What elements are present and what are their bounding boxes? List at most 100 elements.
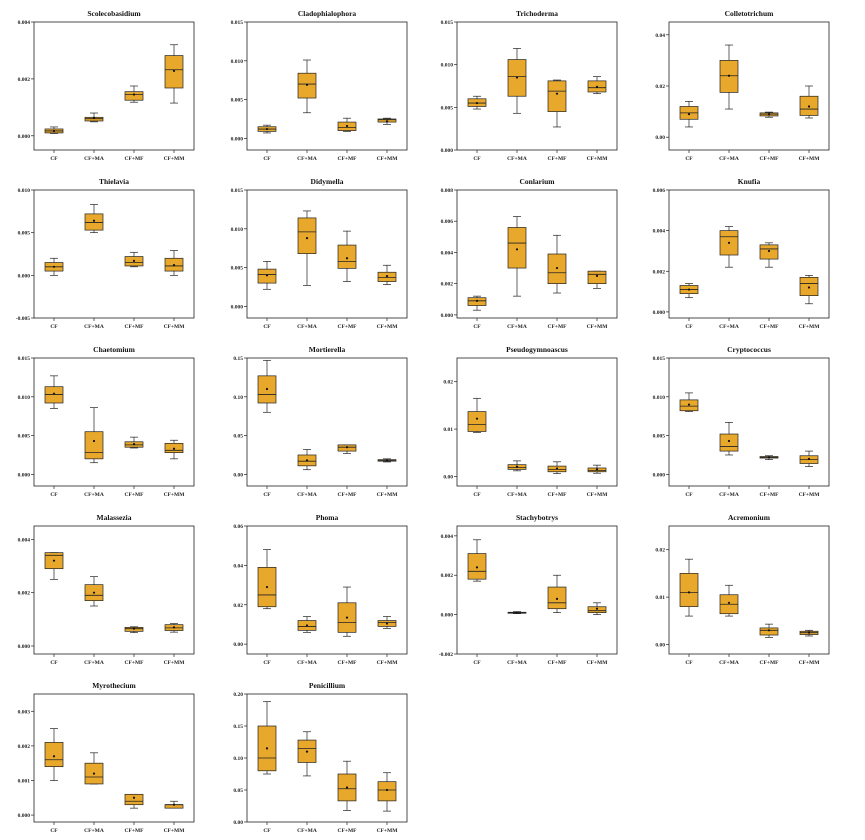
mean-marker bbox=[767, 113, 771, 116]
boxplot-svg: Trichoderma 0.015 0.010 0.005 0.000 CF CF+MA CF… bbox=[441, 9, 618, 162]
y-tick-label: 0.015 bbox=[231, 20, 244, 26]
boxplot-svg: Cladophialophora 0.015 0.010 0.005 0.000 CF CF… bbox=[231, 9, 408, 162]
box-cf-ma bbox=[84, 752, 104, 785]
mean-marker bbox=[767, 629, 771, 632]
box-cf-mm bbox=[164, 439, 184, 460]
box-cf bbox=[257, 701, 277, 775]
iqr-box bbox=[719, 433, 739, 452]
y-tick-label: 0.05 bbox=[233, 434, 243, 440]
x-tick-label: CF bbox=[473, 492, 481, 498]
x-tick-label: CF+MA bbox=[84, 660, 104, 666]
boxplot-panel: Phoma 0.06 0.04 0.02 0.00 CF CF+MA CF+MF CF+MM bbox=[223, 513, 433, 666]
x-tick-label: CF+MM bbox=[587, 660, 609, 666]
mean-marker bbox=[172, 447, 176, 450]
x-tick-label: CF bbox=[685, 660, 693, 666]
mean-marker bbox=[132, 796, 136, 799]
mean-marker bbox=[727, 74, 731, 77]
box-cf-mf bbox=[547, 234, 567, 294]
mean-marker bbox=[475, 101, 479, 105]
mean-marker bbox=[385, 120, 389, 123]
y-tick-label: 0.002 bbox=[653, 269, 666, 275]
iqr-box bbox=[84, 213, 104, 231]
y-tick-label: 0.04 bbox=[655, 33, 665, 39]
mean-marker bbox=[687, 403, 691, 406]
box-cf bbox=[44, 728, 64, 781]
panel-title: Thielavia bbox=[99, 177, 129, 186]
panel-title: Conlarium bbox=[519, 177, 555, 186]
box-cf-mf bbox=[124, 85, 144, 103]
box-cf-mf bbox=[124, 436, 144, 449]
x-tick-label: CF+MF bbox=[759, 156, 779, 162]
panel-title: Chaetomium bbox=[93, 345, 135, 354]
x-tick-label: CF+MM bbox=[377, 828, 399, 834]
box-cf bbox=[257, 261, 277, 290]
mean-marker bbox=[172, 626, 176, 629]
x-tick-label: CF+MM bbox=[587, 492, 609, 498]
x-tick-label: CF+MF bbox=[124, 156, 144, 162]
box-cf-mf bbox=[337, 760, 357, 811]
panel-title: Myrothecium bbox=[92, 681, 136, 690]
mean-marker bbox=[595, 468, 599, 471]
y-tick-label: -0.002 bbox=[439, 652, 453, 658]
y-tick-label: 0.000 bbox=[18, 813, 31, 819]
boxplot-panel: Knufia 0.006 0.004 0.002 0.000 CF CF+MA CF+MF CF… bbox=[645, 177, 855, 330]
y-tick-label: 0.002 bbox=[18, 744, 31, 750]
mean-marker bbox=[807, 631, 811, 634]
mean-marker bbox=[515, 76, 519, 79]
box-cf bbox=[679, 392, 699, 412]
mean-marker bbox=[305, 83, 309, 86]
y-tick-label: 0.05 bbox=[233, 788, 243, 794]
box-cf-mf bbox=[547, 461, 567, 475]
iqr-box bbox=[337, 244, 357, 269]
box-cf bbox=[467, 95, 487, 110]
iqr-box bbox=[507, 227, 527, 269]
box-cf-mm bbox=[377, 264, 397, 285]
boxplot-panel: Cladophialophora 0.015 0.010 0.005 0.000 CF CF… bbox=[223, 9, 433, 162]
mean-marker bbox=[92, 591, 96, 594]
iqr-box bbox=[377, 781, 397, 802]
iqr-box bbox=[467, 411, 487, 432]
x-tick-label: CF+MA bbox=[719, 156, 739, 162]
mean-marker bbox=[52, 559, 56, 562]
boxplot-panel: Trichoderma 0.015 0.010 0.005 0.000 CF CF+MA CF… bbox=[433, 9, 643, 162]
y-tick-label: 0.000 bbox=[18, 472, 31, 478]
mean-marker bbox=[92, 772, 96, 775]
mean-marker bbox=[305, 624, 309, 627]
y-tick-label: 0.010 bbox=[18, 395, 31, 401]
mean-marker bbox=[385, 275, 389, 278]
x-tick-label: CF bbox=[473, 156, 481, 162]
x-tick-label: CF+MF bbox=[337, 660, 357, 666]
boxplot-svg: Colletotrichum 0.04 0.02 0.00 CF CF+MA CF+MF CF… bbox=[655, 9, 830, 162]
iqr-box bbox=[124, 793, 144, 806]
plot-frame bbox=[456, 525, 618, 655]
mean-marker bbox=[555, 597, 559, 600]
box-cf-mf bbox=[547, 574, 567, 613]
boxplot-svg: Myrothecium 0.003 0.002 0.001 0.000 CF CF+MA CF… bbox=[18, 681, 195, 834]
y-tick-label: 0.002 bbox=[18, 591, 31, 597]
boxplot-panel: Acremonium 0.02 0.01 0.00 CF CF+MA CF+MF CF+MM bbox=[645, 513, 855, 666]
y-tick-label: 0.01 bbox=[655, 595, 665, 601]
box-cf-ma bbox=[297, 59, 317, 114]
y-tick-label: 0.000 bbox=[18, 134, 31, 140]
y-tick-label: 0.000 bbox=[441, 148, 454, 154]
boxplot-panel: Scolecobasidium 0.004 0.002 0.000 CF CF+MA CF+… bbox=[10, 9, 220, 162]
iqr-box bbox=[587, 270, 607, 285]
x-tick-label: CF+MA bbox=[719, 660, 739, 666]
box-cf-ma bbox=[507, 611, 527, 614]
box-cf-mm bbox=[164, 44, 184, 104]
boxplot-panel: Stachybotrys 0.004 0.002 0.000 -0.002 CF CF+MA… bbox=[433, 513, 643, 666]
iqr-box bbox=[44, 742, 64, 767]
y-tick-label: 0.00 bbox=[655, 135, 665, 141]
x-tick-label: CF+MM bbox=[164, 828, 186, 834]
x-tick-label: CF bbox=[263, 156, 271, 162]
y-tick-label: 0.02 bbox=[655, 548, 665, 554]
x-tick-label: CF bbox=[50, 492, 58, 498]
y-tick-label: 0.002 bbox=[441, 573, 454, 579]
box-cf-ma bbox=[719, 226, 739, 268]
boxplot-svg: Chaetomium 0.015 0.010 0.005 0.000 CF CF+MA CF+… bbox=[18, 345, 195, 498]
x-tick-label: CF+MM bbox=[799, 324, 821, 330]
y-tick-label: 0.00 bbox=[233, 642, 243, 648]
box-cf bbox=[467, 539, 487, 582]
box-cf-ma bbox=[719, 584, 739, 617]
y-tick-label: 0.000 bbox=[231, 136, 244, 142]
